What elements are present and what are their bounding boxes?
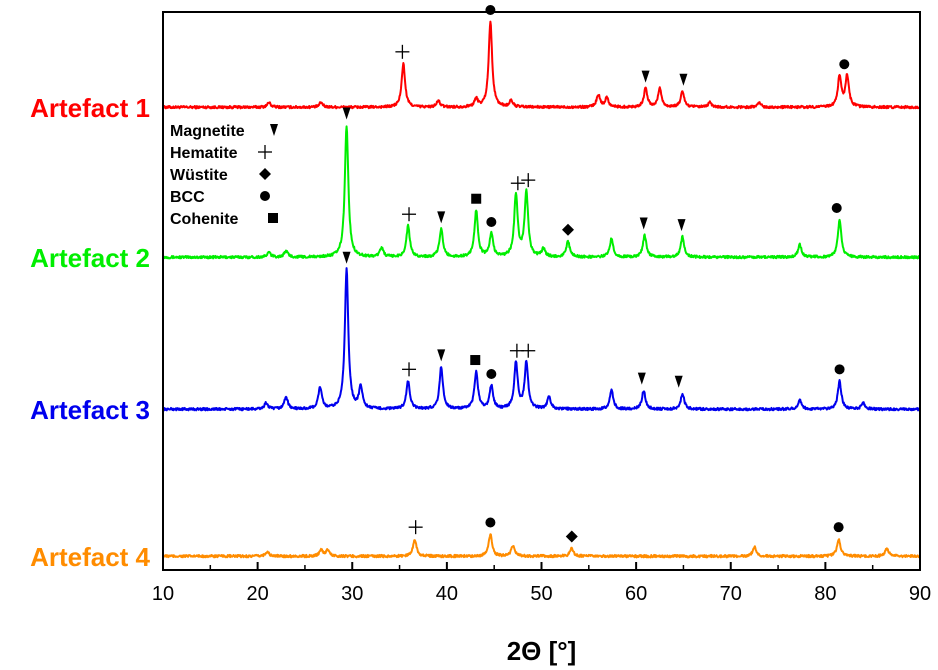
magnetite-marker [270, 124, 278, 136]
legend-label-magnetite: Magnetite [170, 123, 245, 140]
wustite-marker [561, 223, 574, 236]
x-tick-label: 50 [530, 583, 552, 605]
hematite-marker [402, 362, 417, 377]
series-line-artefact-3 [162, 267, 921, 412]
legend-label-bcc: BCC [170, 189, 205, 206]
wustite-marker [565, 530, 578, 543]
hematite-marker [408, 520, 423, 535]
x-tick-label: 30 [341, 583, 363, 605]
hematite-marker [521, 173, 536, 188]
legend: Magnetite Hematite Wüstite BCC Cohenite [170, 123, 278, 228]
magnetite-marker [677, 219, 686, 232]
bcc-marker [834, 364, 845, 375]
x-tick-label: 20 [247, 583, 269, 605]
series-label-artefact-1: Artefact 1 [30, 93, 150, 123]
series-label-artefact-3: Artefact 3 [30, 395, 150, 425]
x-tick-label: 10 [152, 583, 174, 605]
hematite-marker [521, 343, 536, 358]
magnetite-marker [342, 251, 351, 264]
legend-label-wstite: Wüstite [170, 167, 228, 184]
series-line-artefact-4 [162, 533, 921, 559]
magnetite-marker [674, 375, 683, 388]
series-label-layer: Artefact 1 Artefact 2 Artefact 3 Artefact 4 [30, 93, 150, 572]
bcc-marker [831, 203, 842, 214]
hematite-marker [395, 44, 410, 59]
x-tick-label: 90 [909, 583, 931, 605]
peak-marker-layer [342, 4, 850, 543]
bcc-marker [485, 517, 496, 528]
x-tick-label: 40 [436, 583, 458, 605]
bcc-marker [833, 522, 844, 533]
cohenite-marker [470, 355, 481, 366]
plot-frame [162, 11, 921, 571]
bcc-marker [486, 368, 497, 379]
series-layer [162, 20, 921, 559]
legend-label-hematite: Hematite [170, 145, 238, 162]
series-line-artefact-2 [162, 125, 921, 260]
series-line-artefact-1 [162, 20, 921, 110]
x-tick-label: 70 [720, 583, 742, 605]
magnetite-marker [637, 372, 646, 385]
series-label-artefact-2: Artefact 2 [30, 243, 150, 273]
hematite-marker [510, 176, 525, 191]
bcc-marker [839, 59, 850, 70]
magnetite-marker [437, 349, 446, 362]
wustite-marker [259, 168, 271, 180]
series-label-artefact-4: Artefact 4 [30, 542, 150, 572]
hematite-marker [402, 207, 417, 222]
magnetite-marker [342, 107, 351, 120]
bcc-marker [486, 216, 497, 227]
hematite-marker [258, 145, 272, 159]
magnetite-marker [679, 73, 688, 86]
bcc-marker [260, 191, 270, 201]
x-tick-label: 80 [814, 583, 836, 605]
x-tick-label: 60 [625, 583, 647, 605]
magnetite-marker [437, 211, 446, 224]
x-axis-ticks: 10 20 30 40 50 60 70 80 90 [152, 562, 931, 605]
cohenite-marker [471, 193, 482, 204]
cohenite-marker [268, 213, 278, 223]
magnetite-marker [641, 70, 650, 83]
legend-label-cohenite: Cohenite [170, 211, 239, 228]
magnetite-marker [639, 217, 648, 230]
bcc-marker [485, 4, 496, 15]
x-axis-title: 2Θ [°] [507, 636, 577, 666]
